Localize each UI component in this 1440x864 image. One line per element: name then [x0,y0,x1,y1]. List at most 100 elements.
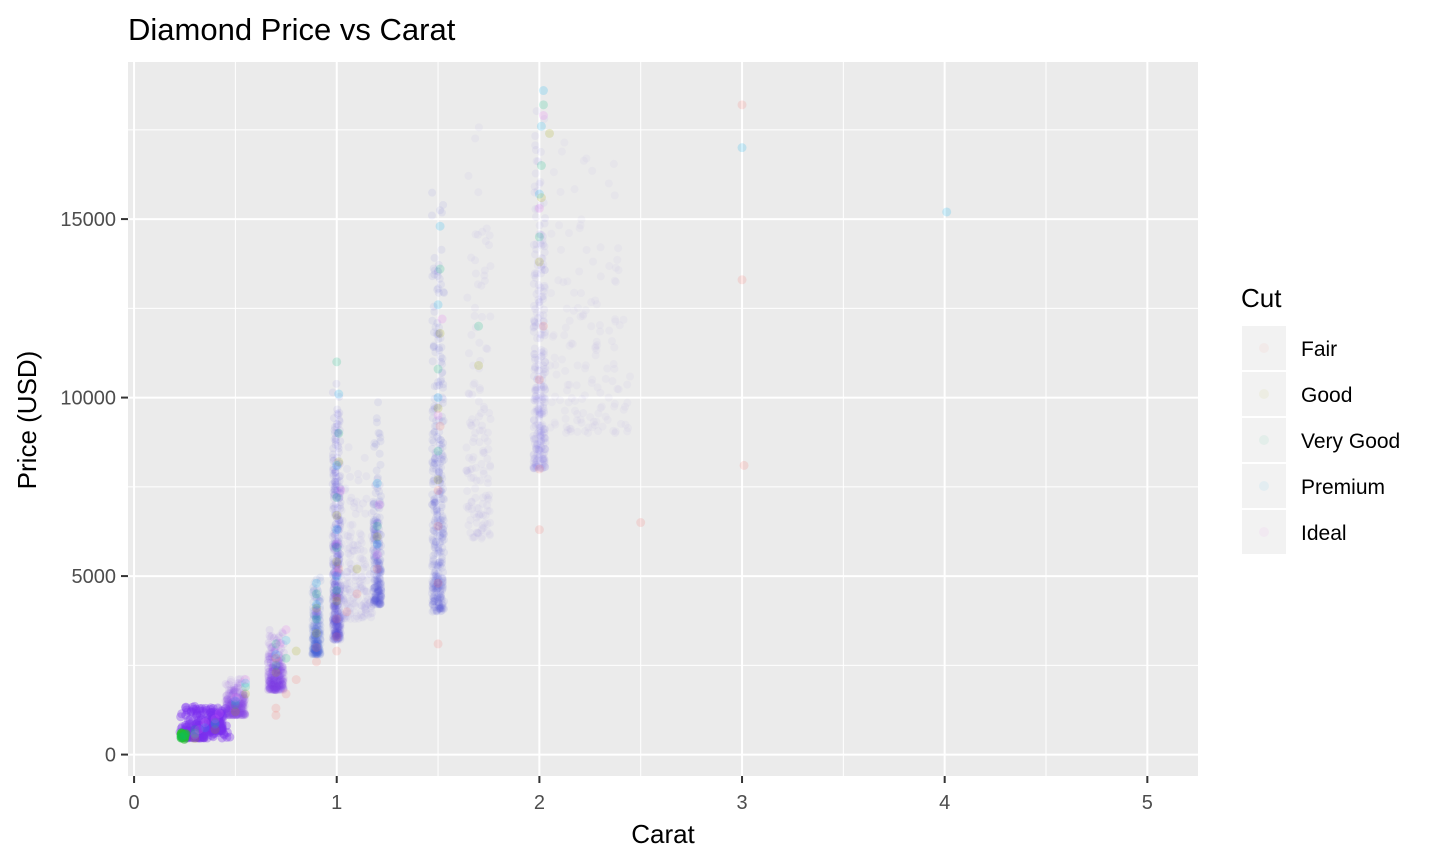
cloud-point [229,687,238,696]
cloud-point [315,650,324,659]
cloud-point [334,541,343,550]
cloud-point [330,580,339,589]
cloud-point [335,484,344,493]
cloud-point [331,477,340,486]
cloud-point [192,731,201,740]
cloud-point [213,726,222,735]
cloud-point [334,526,343,535]
cloud-point [266,671,275,680]
cloud-point [199,731,208,740]
cloud-point [209,722,218,731]
cloud-point [334,613,343,622]
cloud-point [464,502,473,511]
cloud-point [336,594,345,603]
cloud-point [238,700,247,709]
cloud-point [206,727,215,736]
cloud-point [330,605,339,614]
cloud-point [315,610,324,619]
cloud-point [330,602,339,611]
legend-label: Premium [1301,476,1385,499]
cloud-point [191,733,200,742]
cloud-point [471,493,480,502]
cloud-point [192,721,201,730]
cloud-point [237,704,246,713]
cloud-point [230,703,239,712]
cloud-point [209,719,218,728]
cloud-point [331,530,340,539]
cloud-point [271,685,280,694]
cloud-point [209,723,218,732]
cloud-point [308,615,317,624]
cloud-point [332,492,341,501]
cloud-point [334,526,343,535]
cloud-point [362,472,371,481]
cloud-point [334,616,343,625]
cloud-point [186,722,195,731]
cloud-point [532,308,541,317]
cloud-point [588,166,597,175]
cloud-point [238,709,247,718]
cloud-point [351,509,360,518]
point-premium [334,389,344,399]
point-premium [534,189,544,199]
cloud-point [311,624,320,633]
cloud-point [206,724,215,733]
cloud-point [310,642,319,651]
cloud-point [270,646,279,655]
cloud-point [310,646,319,655]
cloud-point [206,715,215,724]
cloud-point [335,626,344,635]
cloud-point [275,665,284,674]
cloud-point [335,593,344,602]
cloud-point [316,605,325,614]
cloud-point [329,635,338,644]
point-fair [281,689,291,699]
cloud-point [547,229,556,238]
cloud-point [272,686,281,695]
cloud-point [189,734,198,743]
cloud-point [474,123,483,132]
cloud-point [331,600,340,609]
cloud-point [217,723,226,732]
cloud-point [310,646,319,655]
cloud-point [214,723,223,732]
cloud-point [309,644,318,653]
point-very-good [334,428,344,438]
cloud-point [336,581,345,590]
cloud-point [198,733,207,742]
cloud-point [329,546,338,555]
cloud-point [336,635,345,644]
point-very-good [281,653,291,663]
cloud-point [273,685,282,694]
cloud-point [215,726,224,735]
cloud-point [209,716,218,725]
cloud-point [204,726,213,735]
cloud-point [329,450,338,459]
point-very-good [534,232,544,242]
cloud-point [214,723,223,732]
cloud-point [216,723,225,732]
cloud-point [233,706,242,715]
cloud-point [334,629,343,638]
cloud-point [278,683,287,692]
point-good [311,628,321,638]
cloud-point [218,723,227,732]
cloud-point [274,680,283,689]
cloud-point [316,629,325,638]
cloud-point [216,726,225,735]
cloud-point [336,617,345,626]
cloud-point [218,724,227,733]
cloud-point [333,595,342,604]
cloud-point [274,671,283,680]
cloud-point [329,602,338,611]
cloud-point [231,701,240,710]
cloud-point [194,727,203,736]
cloud-point [217,725,226,734]
cloud-point [222,727,232,737]
cloud-point [188,722,197,731]
cloud-point [267,685,276,694]
cloud-point [264,671,273,680]
cloud-point [331,437,340,446]
legend-label: Good [1301,384,1352,407]
